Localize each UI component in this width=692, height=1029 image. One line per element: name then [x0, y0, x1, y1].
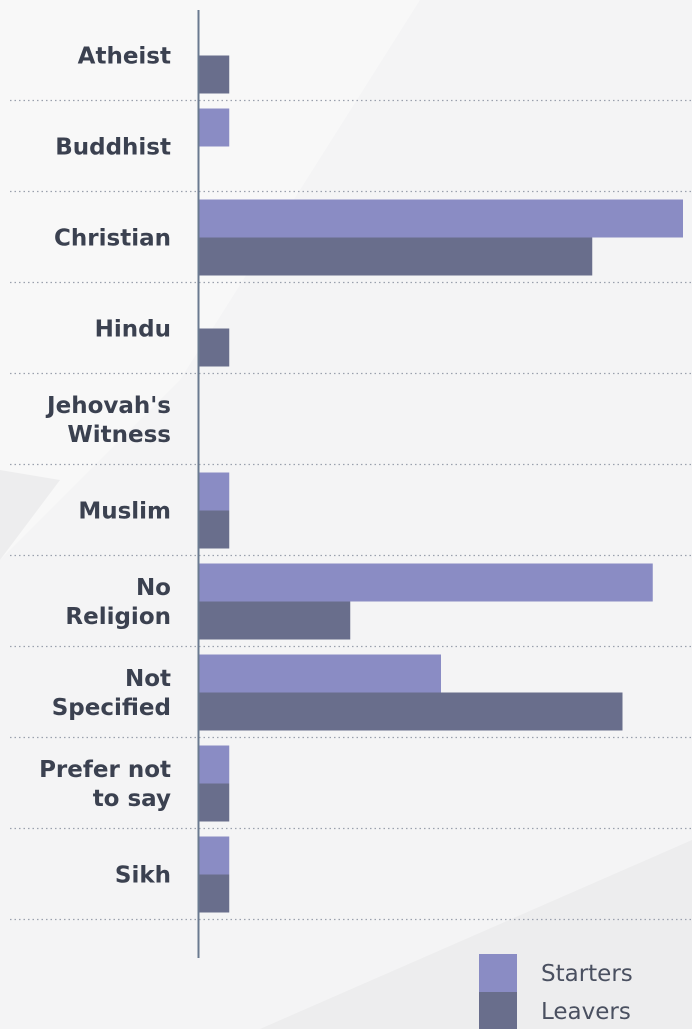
- legend: Starters Leavers: [479, 954, 633, 1029]
- category-label: Hindu: [95, 317, 171, 343]
- category-label: Muslim: [78, 499, 171, 525]
- separator-lines: [10, 99, 692, 921]
- bar-leavers: [199, 692, 623, 731]
- category-label: No Religion: [65, 575, 171, 630]
- category-label: Prefer not to say: [39, 757, 171, 812]
- bar-starters: [199, 563, 653, 602]
- bar-leavers: [199, 237, 593, 276]
- category-label: Sikh: [115, 863, 171, 889]
- bar-leavers: [199, 601, 351, 640]
- legend-label-leavers: Leavers: [541, 999, 631, 1025]
- bar-group: [199, 55, 683, 913]
- category-label: Not Specified: [52, 666, 171, 721]
- bar-leavers: [199, 510, 230, 549]
- bar-leavers: [199, 874, 230, 913]
- category-label: Christian: [54, 226, 171, 252]
- legend-label-starters: Starters: [541, 961, 633, 987]
- bar-starters: [199, 836, 230, 875]
- bar-starters: [199, 654, 441, 693]
- bar-leavers: [199, 783, 230, 822]
- category-label: Jehovah's Witness: [45, 393, 171, 448]
- category-labels: Atheist Buddhist Christian Hindu Jehovah's Wi…: [39, 44, 171, 889]
- bar-starters: [199, 199, 683, 238]
- category-label: Buddhist: [55, 135, 171, 161]
- bar-starters: [199, 108, 230, 147]
- legend-swatch-leavers: [479, 992, 517, 1029]
- bar-leavers: [199, 328, 230, 367]
- legend-swatch-starters: [479, 954, 517, 992]
- bar-starters: [199, 745, 230, 784]
- bar-starters: [199, 472, 230, 511]
- category-label: Atheist: [78, 44, 171, 70]
- bar-leavers: [199, 55, 230, 94]
